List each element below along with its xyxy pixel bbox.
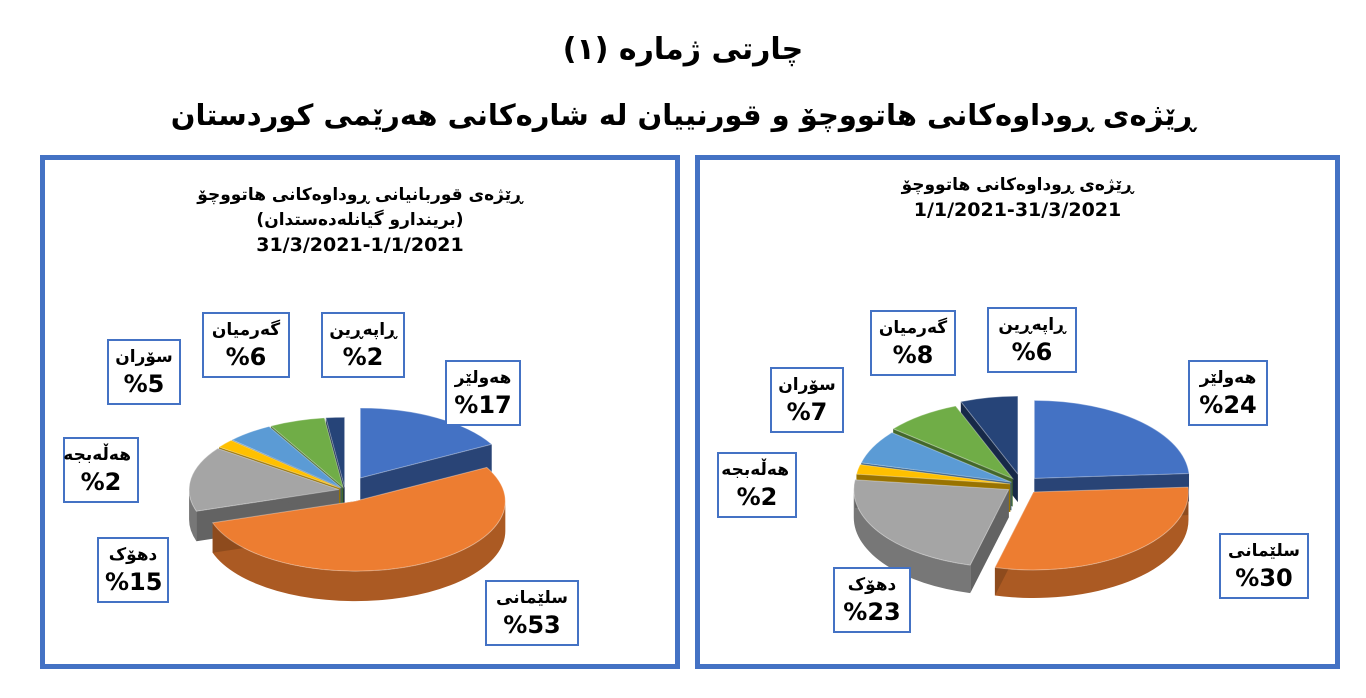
data-label-garmiyan: گەرمیان %8 — [870, 310, 956, 376]
pie-slice-side — [212, 501, 506, 602]
pie-slice-sulaymaniyah — [994, 486, 1189, 598]
value-label: %53 — [503, 611, 561, 639]
value-label: %5 — [123, 370, 165, 398]
pie-slice-top — [325, 416, 346, 488]
pie-slice-sulaymaniyah — [211, 466, 506, 602]
data-label-halabja: هەڵەبجە %2 — [63, 437, 139, 503]
pie-slice-top — [217, 439, 341, 489]
pie-slice-side — [189, 489, 197, 542]
pie-slice-top — [855, 463, 1011, 485]
data-label-garmiyan: گەرمیان %6 — [202, 312, 290, 378]
chart-panel-accidents: ڕێژەی ڕوداوەکانی هاتووچۆ 1/1/2021-31/3/2… — [695, 155, 1340, 669]
pie-slice-top — [892, 405, 1015, 480]
category-label: دهۆک — [847, 575, 897, 595]
pie-slice-top — [994, 486, 1189, 571]
value-label: %30 — [1235, 564, 1293, 592]
chart-panel-victims: ڕێژەی قوربانیانی ڕوداوەکانی هاتووچۆ (بری… — [40, 155, 680, 669]
chart-date-range: 1/1/2021-31/3/2021 — [913, 199, 1122, 221]
value-label: %23 — [843, 598, 901, 626]
page-subtitle: ڕێژەی ڕوداوەکانی هاتووچۆ و قورنییان لە ش… — [170, 98, 1196, 132]
chart-title-accidents: ڕێژەی ڕوداوەکانی هاتووچۆ 1/1/2021-31/3/2… — [700, 173, 1335, 223]
data-label-soran: سۆران %5 — [107, 339, 181, 405]
value-label: %17 — [454, 391, 512, 419]
value-label: %7 — [786, 398, 828, 426]
category-label: هەولێر — [454, 368, 512, 388]
data-label-sulaymaniyah: سلێمانی %30 — [1219, 533, 1309, 599]
category-label: سلێمانی — [1228, 541, 1300, 561]
pie-slice-duhok — [853, 479, 1010, 594]
category-label: گەرمیان — [211, 320, 281, 340]
category-label: سلێمانی — [496, 588, 568, 608]
value-label: %6 — [1011, 338, 1053, 366]
category-label: سۆران — [115, 347, 173, 367]
value-label: %6 — [225, 343, 267, 371]
data-label-raparin: ڕاپەڕین %6 — [987, 307, 1077, 373]
category-label: هەڵەبجە — [63, 445, 131, 465]
category-label: ڕاپەڕین — [329, 320, 397, 340]
data-label-duhok: دهۆک %23 — [833, 567, 911, 633]
pie-slice-top — [853, 479, 1010, 566]
value-label: %8 — [892, 341, 934, 369]
pie-chart-accidents — [853, 395, 1190, 598]
value-label: %2 — [736, 483, 778, 511]
pie-slice-side — [853, 489, 971, 594]
data-label-erbil: هەولێر %17 — [445, 360, 521, 426]
chart-title-victims: ڕێژەی قوربانیانی ڕوداوەکانی هاتووچۆ (بری… — [45, 183, 675, 258]
data-label-duhok: دهۆک %15 — [97, 537, 169, 603]
chart-date-range: 31/3/2021-1/1/2021 — [256, 234, 464, 256]
category-label: گەرمیان — [878, 318, 948, 338]
chart-title-line: (بریندارو گیانلەدەستدان) — [256, 210, 464, 230]
data-label-halabja: هەڵەبجە %2 — [717, 452, 797, 518]
page-title: چارتی ژماره (۱) — [562, 32, 804, 67]
data-label-erbil: هەولێر %24 — [1188, 360, 1268, 426]
pie-slice-top — [188, 447, 340, 512]
value-label: %15 — [105, 568, 163, 596]
pie-slice-top — [959, 395, 1019, 476]
pie-slice-top — [230, 425, 342, 489]
category-label: هەڵەبجە — [721, 460, 789, 480]
data-label-soran: سۆران %7 — [770, 367, 844, 433]
data-label-raparin: ڕاپەڕین %2 — [321, 312, 405, 378]
category-label: سۆران — [778, 375, 836, 395]
pie-slice-top — [269, 417, 345, 489]
pie-chart-victims — [188, 407, 506, 602]
pie-slice-top — [1033, 399, 1190, 479]
pie-slice-top — [860, 431, 1012, 483]
chart-title-line: ڕێژەی ڕوداوەکانی هاتووچۆ — [901, 175, 1134, 195]
data-label-sulaymaniyah: سلێمانی %53 — [485, 580, 579, 646]
chart-title-line: ڕێژەی قوربانیانی ڕوداوەکانی هاتووچۆ — [197, 185, 523, 205]
value-label: %24 — [1199, 391, 1257, 419]
category-label: ڕاپەڕین — [998, 315, 1066, 335]
category-label: هەولێر — [1199, 368, 1257, 388]
pie-slice-top — [211, 466, 506, 572]
category-label: دهۆک — [108, 545, 158, 565]
pie-slice-side — [994, 491, 1189, 598]
value-label: %2 — [342, 343, 384, 371]
value-label: %2 — [80, 468, 122, 496]
